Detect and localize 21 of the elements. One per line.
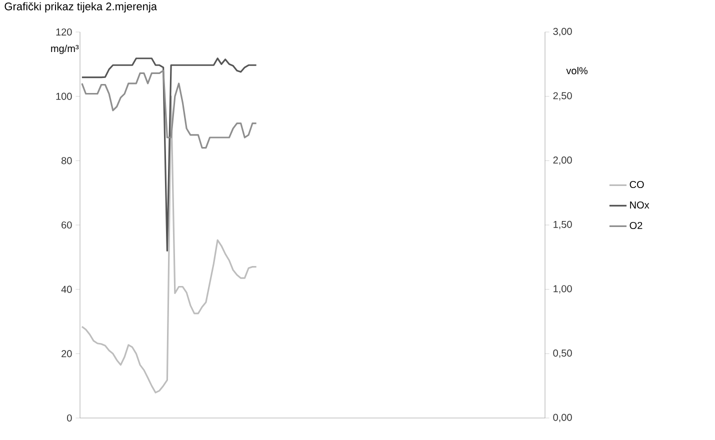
y2-tick-label: 1,00 [554,285,572,294]
y-axis-title: mg/m³ [51,44,79,54]
y2-tick-label: 2,50 [553,92,572,100]
y-tick-label: 0 [67,414,72,422]
y2-tick-label: 3,00 [553,28,572,36]
y-tick-label: 20 [62,350,72,358]
y-tick-label: 60 [62,221,72,229]
y2-tick-label: 0,50 [553,350,572,358]
legend-label: O2 [630,222,642,230]
y-tick-label: 120 [56,28,72,36]
y-tick-label: 80 [62,157,72,164]
y2-tick-label: 2,00 [553,156,572,165]
y2-tick-label: 1,50 [554,220,572,230]
line-series [81,96,258,394]
chart-title: Grafički prikaz tijeka 2.mjerenja [4,2,157,12]
y2-tick-label: 0,00 [553,414,572,422]
y-tick-label: 100 [56,92,72,100]
y2-axis-title: vol% [566,66,588,74]
legend-label: CO [630,180,644,188]
legend-label: NOx [630,201,650,209]
y-tick-label: 40 [61,286,72,293]
